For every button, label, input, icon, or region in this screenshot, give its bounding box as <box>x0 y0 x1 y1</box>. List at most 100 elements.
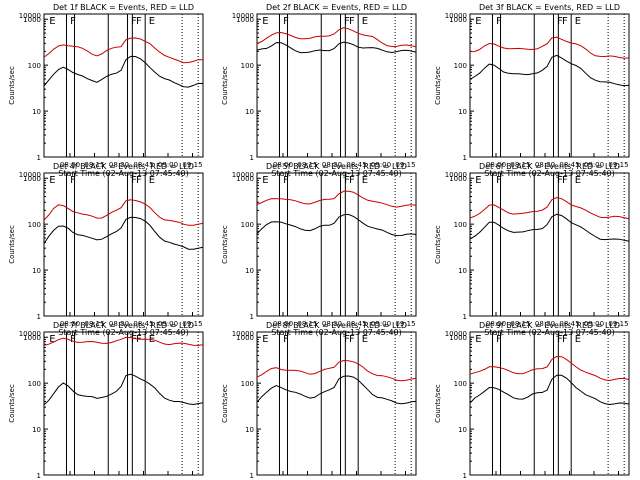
interval-label: E <box>49 334 55 345</box>
y-tick-label: 10 <box>245 426 254 434</box>
y-axis-label: Counts/sec <box>434 384 442 423</box>
y-tick-label: 1000 <box>236 175 254 183</box>
x-tick-label: 08:15 <box>510 320 530 328</box>
panel-2: Det 2f BLACK = Events, RED = LLD 1 10 100 10… <box>221 3 417 178</box>
y-axis-label: Counts/sec <box>434 66 442 105</box>
x-tick-label: 08:00 <box>273 161 293 169</box>
x-tick-label: 08:00 <box>486 320 506 328</box>
x-tick-label: 09:00 <box>584 161 604 169</box>
interval-label: F <box>557 175 563 186</box>
series-lld <box>256 359 417 382</box>
panel-7: Det 7f BLACK = Events, RED = LLD 1 10 100 10… <box>8 321 204 480</box>
interval-label: F <box>283 175 289 186</box>
series-events <box>256 213 417 237</box>
x-tick-label: 08:45 <box>559 320 579 328</box>
series-lld <box>43 199 204 226</box>
series-events <box>256 41 417 54</box>
series-lld <box>469 196 630 220</box>
interval-label: F <box>70 16 76 27</box>
interval-label: F <box>283 16 289 27</box>
interval-label: E <box>575 16 581 27</box>
interval-label: E <box>149 16 155 27</box>
y-tick-label: 100 <box>28 380 41 388</box>
x-tick-label: 08:30 <box>109 320 129 328</box>
x-tick-label: 08:15 <box>297 320 317 328</box>
x-tick-label: 08:30 <box>322 161 342 169</box>
series-lld <box>469 36 630 59</box>
panel-title: Det 7f BLACK = Events, RED = LLD <box>53 321 194 330</box>
interval-label: E <box>575 175 581 186</box>
interval-label: F <box>349 16 355 27</box>
y-tick-label: 1 <box>463 313 467 321</box>
x-tick-label: 09:15 <box>395 161 415 169</box>
interval-label: E <box>262 334 268 345</box>
plot-frame <box>256 331 417 476</box>
y-tick-label: 1 <box>37 313 41 321</box>
y-tick-label-top: 10000 <box>232 12 254 20</box>
y-tick-label: 1000 <box>449 334 467 342</box>
interval-label: E <box>49 175 55 186</box>
panel-title: Det 8f BLACK = Events, RED = LLD <box>266 321 407 330</box>
interval-label: E <box>362 175 368 186</box>
y-tick-label: 1000 <box>236 16 254 24</box>
y-tick-label: 1 <box>37 472 41 480</box>
x-tick-label: 08:15 <box>510 161 530 169</box>
interval-label: E <box>475 334 481 345</box>
x-tick-label: 08:30 <box>322 320 342 328</box>
x-tick-label: 08:15 <box>297 161 317 169</box>
series-events <box>43 373 204 406</box>
y-tick-label: 10 <box>458 108 467 116</box>
y-axis-label: Counts/sec <box>221 225 229 264</box>
x-tick-label: 08:00 <box>60 320 80 328</box>
interval-label: F <box>70 175 76 186</box>
series-events <box>469 54 630 87</box>
interval-label: F <box>496 16 502 27</box>
series-events <box>43 55 204 88</box>
panel-8: Det 8f BLACK = Events, RED = LLD 1 10 100 10… <box>221 321 417 480</box>
y-axis-label: Counts/sec <box>221 384 229 423</box>
plot-frame <box>256 13 417 158</box>
y-tick-label: 100 <box>241 380 254 388</box>
interval-label: E <box>262 16 268 27</box>
x-tick-label: 09:00 <box>371 161 391 169</box>
interval-label: F <box>131 334 137 345</box>
y-tick-label-top: 10000 <box>445 12 467 20</box>
x-tick-label: 09:15 <box>395 320 415 328</box>
y-tick-label: 1000 <box>449 16 467 24</box>
y-tick-label-top: 10000 <box>19 330 41 338</box>
interval-label: F <box>131 16 137 27</box>
x-tick-label: 08:00 <box>60 161 80 169</box>
series-lld <box>43 336 204 347</box>
y-tick-label: 100 <box>241 221 254 229</box>
x-tick-label: 08:45 <box>133 161 153 169</box>
y-tick-label: 10 <box>32 267 41 275</box>
series-events <box>256 375 417 405</box>
interval-label: F <box>562 16 568 27</box>
panel-title: Det 3f BLACK = Events, RED = LLD <box>479 3 620 12</box>
y-tick-label-top: 10000 <box>232 330 254 338</box>
interval-label: F <box>562 334 568 345</box>
y-tick-label: 10 <box>458 267 467 275</box>
x-tick-label: 08:00 <box>486 161 506 169</box>
y-tick-label: 10 <box>458 426 467 434</box>
panel-4: Det 4f BLACK = Events, RED = LLD 1 10 100 10… <box>8 162 204 337</box>
interval-label: F <box>136 16 142 27</box>
x-tick-label: 08:30 <box>535 320 555 328</box>
interval-label: F <box>136 175 142 186</box>
y-tick-label: 100 <box>241 62 254 70</box>
plot-frame <box>43 331 204 476</box>
interval-label: F <box>70 334 76 345</box>
plot-frame <box>469 331 630 476</box>
interval-label: E <box>362 16 368 27</box>
interval-label: F <box>557 334 563 345</box>
interval-label: F <box>562 175 568 186</box>
x-tick-label: 09:15 <box>182 320 202 328</box>
interval-label: E <box>575 334 581 345</box>
interval-label: F <box>283 334 289 345</box>
plot-frame <box>43 172 204 317</box>
y-tick-label: 10 <box>32 426 41 434</box>
y-tick-label-top: 10000 <box>445 171 467 179</box>
y-tick-label: 1 <box>250 154 254 162</box>
series-events <box>43 216 204 250</box>
y-tick-label-top: 10000 <box>19 171 41 179</box>
